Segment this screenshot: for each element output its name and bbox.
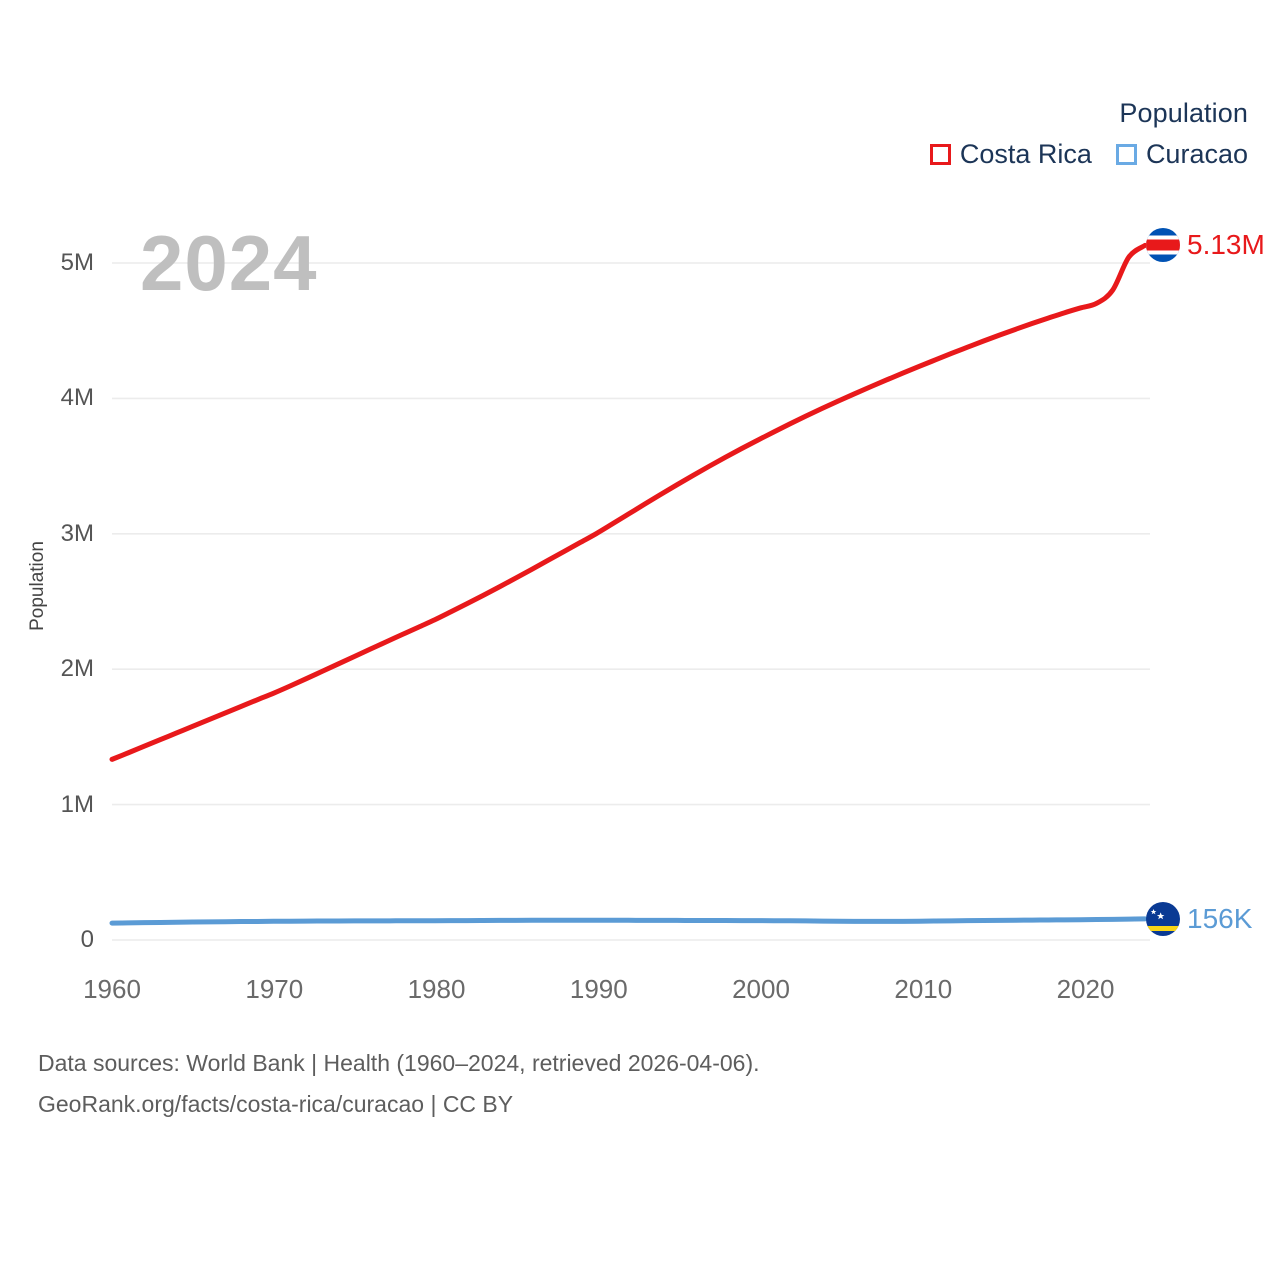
series-line-curacao: [109, 916, 1148, 926]
x-tick-1980: 1980: [407, 974, 466, 1004]
y-tick-5M: 5M: [60, 249, 94, 276]
y-tick-3M: 3M: [60, 519, 94, 547]
x-tick-2010: 2010: [894, 974, 953, 1004]
y-tick-2M: 2M: [60, 655, 94, 683]
curacao-flag-icon: [1146, 901, 1180, 936]
x-tick-1970: 1970: [245, 974, 304, 1004]
footer-attribution: Data sources: World Bank | Health (1960–…: [38, 1043, 760, 1125]
y-tick-1M: 1M: [60, 790, 94, 818]
series-line-costa-rica: [109, 242, 1148, 762]
endpoint-value-costa-rica: 5.13M: [1187, 229, 1265, 261]
x-tick-2020: 2020: [1056, 974, 1115, 1004]
year-watermark: 2024: [140, 219, 318, 307]
endpoint-costa-rica[interactable]: 5.13M: [1146, 228, 1265, 263]
x-tick-1960: 1960: [83, 974, 141, 1004]
gridlines: [112, 262, 1150, 941]
footer-line-sources: Data sources: World Bank | Health (1960–…: [38, 1050, 760, 1076]
x-tick-1990: 1990: [569, 974, 628, 1004]
endpoint-value-curacao: 156K: [1187, 902, 1253, 934]
footer-line-license: GeoRank.org/facts/costa-rica/curacao | C…: [38, 1091, 514, 1117]
endpoint-curacao[interactable]: 156K: [1146, 901, 1253, 936]
y-tick-4M: 4M: [60, 384, 94, 412]
y-tick-0: 0: [80, 926, 94, 953]
x-tick-2000: 2000: [732, 974, 790, 1004]
costa-rica-flag-icon: [1146, 228, 1180, 263]
